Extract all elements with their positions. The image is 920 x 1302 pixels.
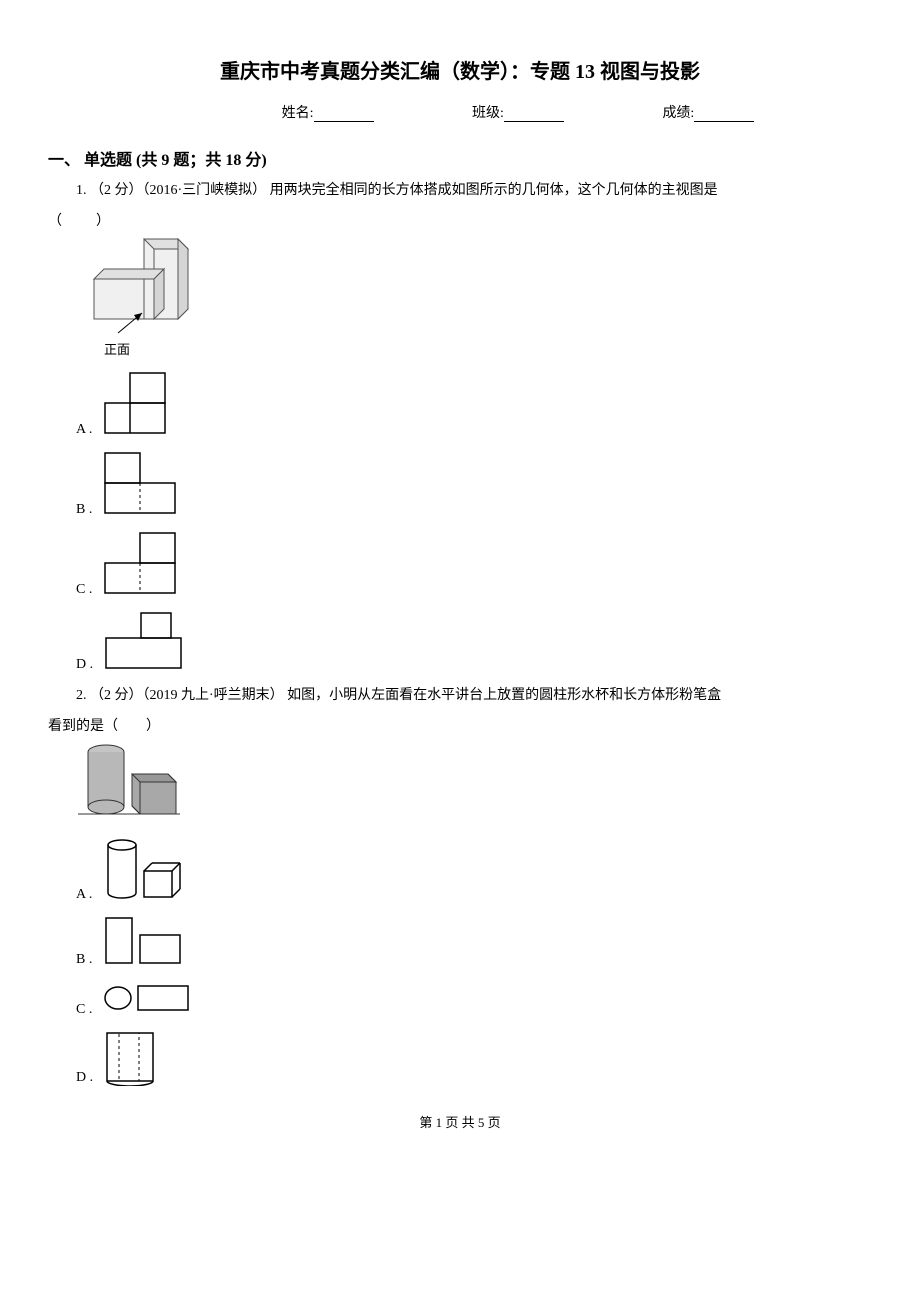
name-label: 姓名: [282, 102, 314, 122]
score-label: 成绩: [662, 102, 694, 122]
q1-d-svg [101, 608, 191, 673]
student-fields: 姓名: 班级: 成绩: [48, 102, 872, 122]
q1-c-label: C . [76, 582, 92, 598]
q1-d-label: D . [76, 657, 93, 673]
name-blank [314, 108, 374, 122]
page-footer: 第 1 页 共 5 页 [48, 1112, 872, 1131]
q2-a-svg [100, 835, 190, 903]
q2-solid-figure [72, 740, 182, 825]
q1-solid-figure [72, 235, 192, 335]
q2-prefix: 2. （2 分）（2019 九上·呼兰期末） 如图，小明从左面看在水平讲台上放置… [76, 688, 721, 703]
section-header: 一、 单选题 (共 9 题；共 18 分) [48, 146, 872, 170]
q2-c-svg [100, 978, 195, 1018]
document-title: 重庆市中考真题分类汇编（数学）：专题 13 视图与投影 [48, 55, 872, 84]
q1-figure: 正面 [72, 235, 872, 358]
q2-a-label: A . [76, 887, 92, 903]
q2-c-label: C . [76, 1002, 92, 1018]
q1-a-svg [100, 368, 180, 438]
q2-b-svg [100, 913, 190, 968]
q1-b-label: B . [76, 502, 92, 518]
q1-option-c: C . [76, 528, 872, 598]
q1-paren: （ ） [48, 209, 872, 236]
q1-figure-label: 正面 [104, 339, 872, 358]
q1-option-b: B . [76, 448, 872, 518]
class-blank [504, 108, 564, 122]
q2-option-b: B . [76, 913, 872, 968]
q2-figure [72, 740, 872, 825]
class-label: 班级: [472, 102, 504, 122]
q1-b-svg [100, 448, 190, 518]
q2-option-a: A . [76, 835, 872, 903]
score-blank [694, 108, 754, 122]
q2-line2: 看到的是（ ） [48, 714, 872, 741]
q2-option-d: D . [76, 1028, 872, 1086]
q2-text: 2. （2 分）（2019 九上·呼兰期末） 如图，小明从左面看在水平讲台上放置… [48, 683, 872, 710]
q2-option-c: C . [76, 978, 872, 1018]
q2-d-label: D . [76, 1070, 93, 1086]
q1-prefix: 1. （2 分）（2016·三门峡模拟） 用两块完全相同的长方体搭成如图所示的几… [76, 183, 718, 198]
q1-text: 1. （2 分）（2016·三门峡模拟） 用两块完全相同的长方体搭成如图所示的几… [48, 178, 872, 205]
q1-c-svg [100, 528, 185, 598]
q2-b-label: B . [76, 952, 92, 968]
q1-option-a: A . [76, 368, 872, 438]
q1-a-label: A . [76, 422, 92, 438]
q1-option-d: D . [76, 608, 872, 673]
q2-d-svg [101, 1028, 171, 1086]
